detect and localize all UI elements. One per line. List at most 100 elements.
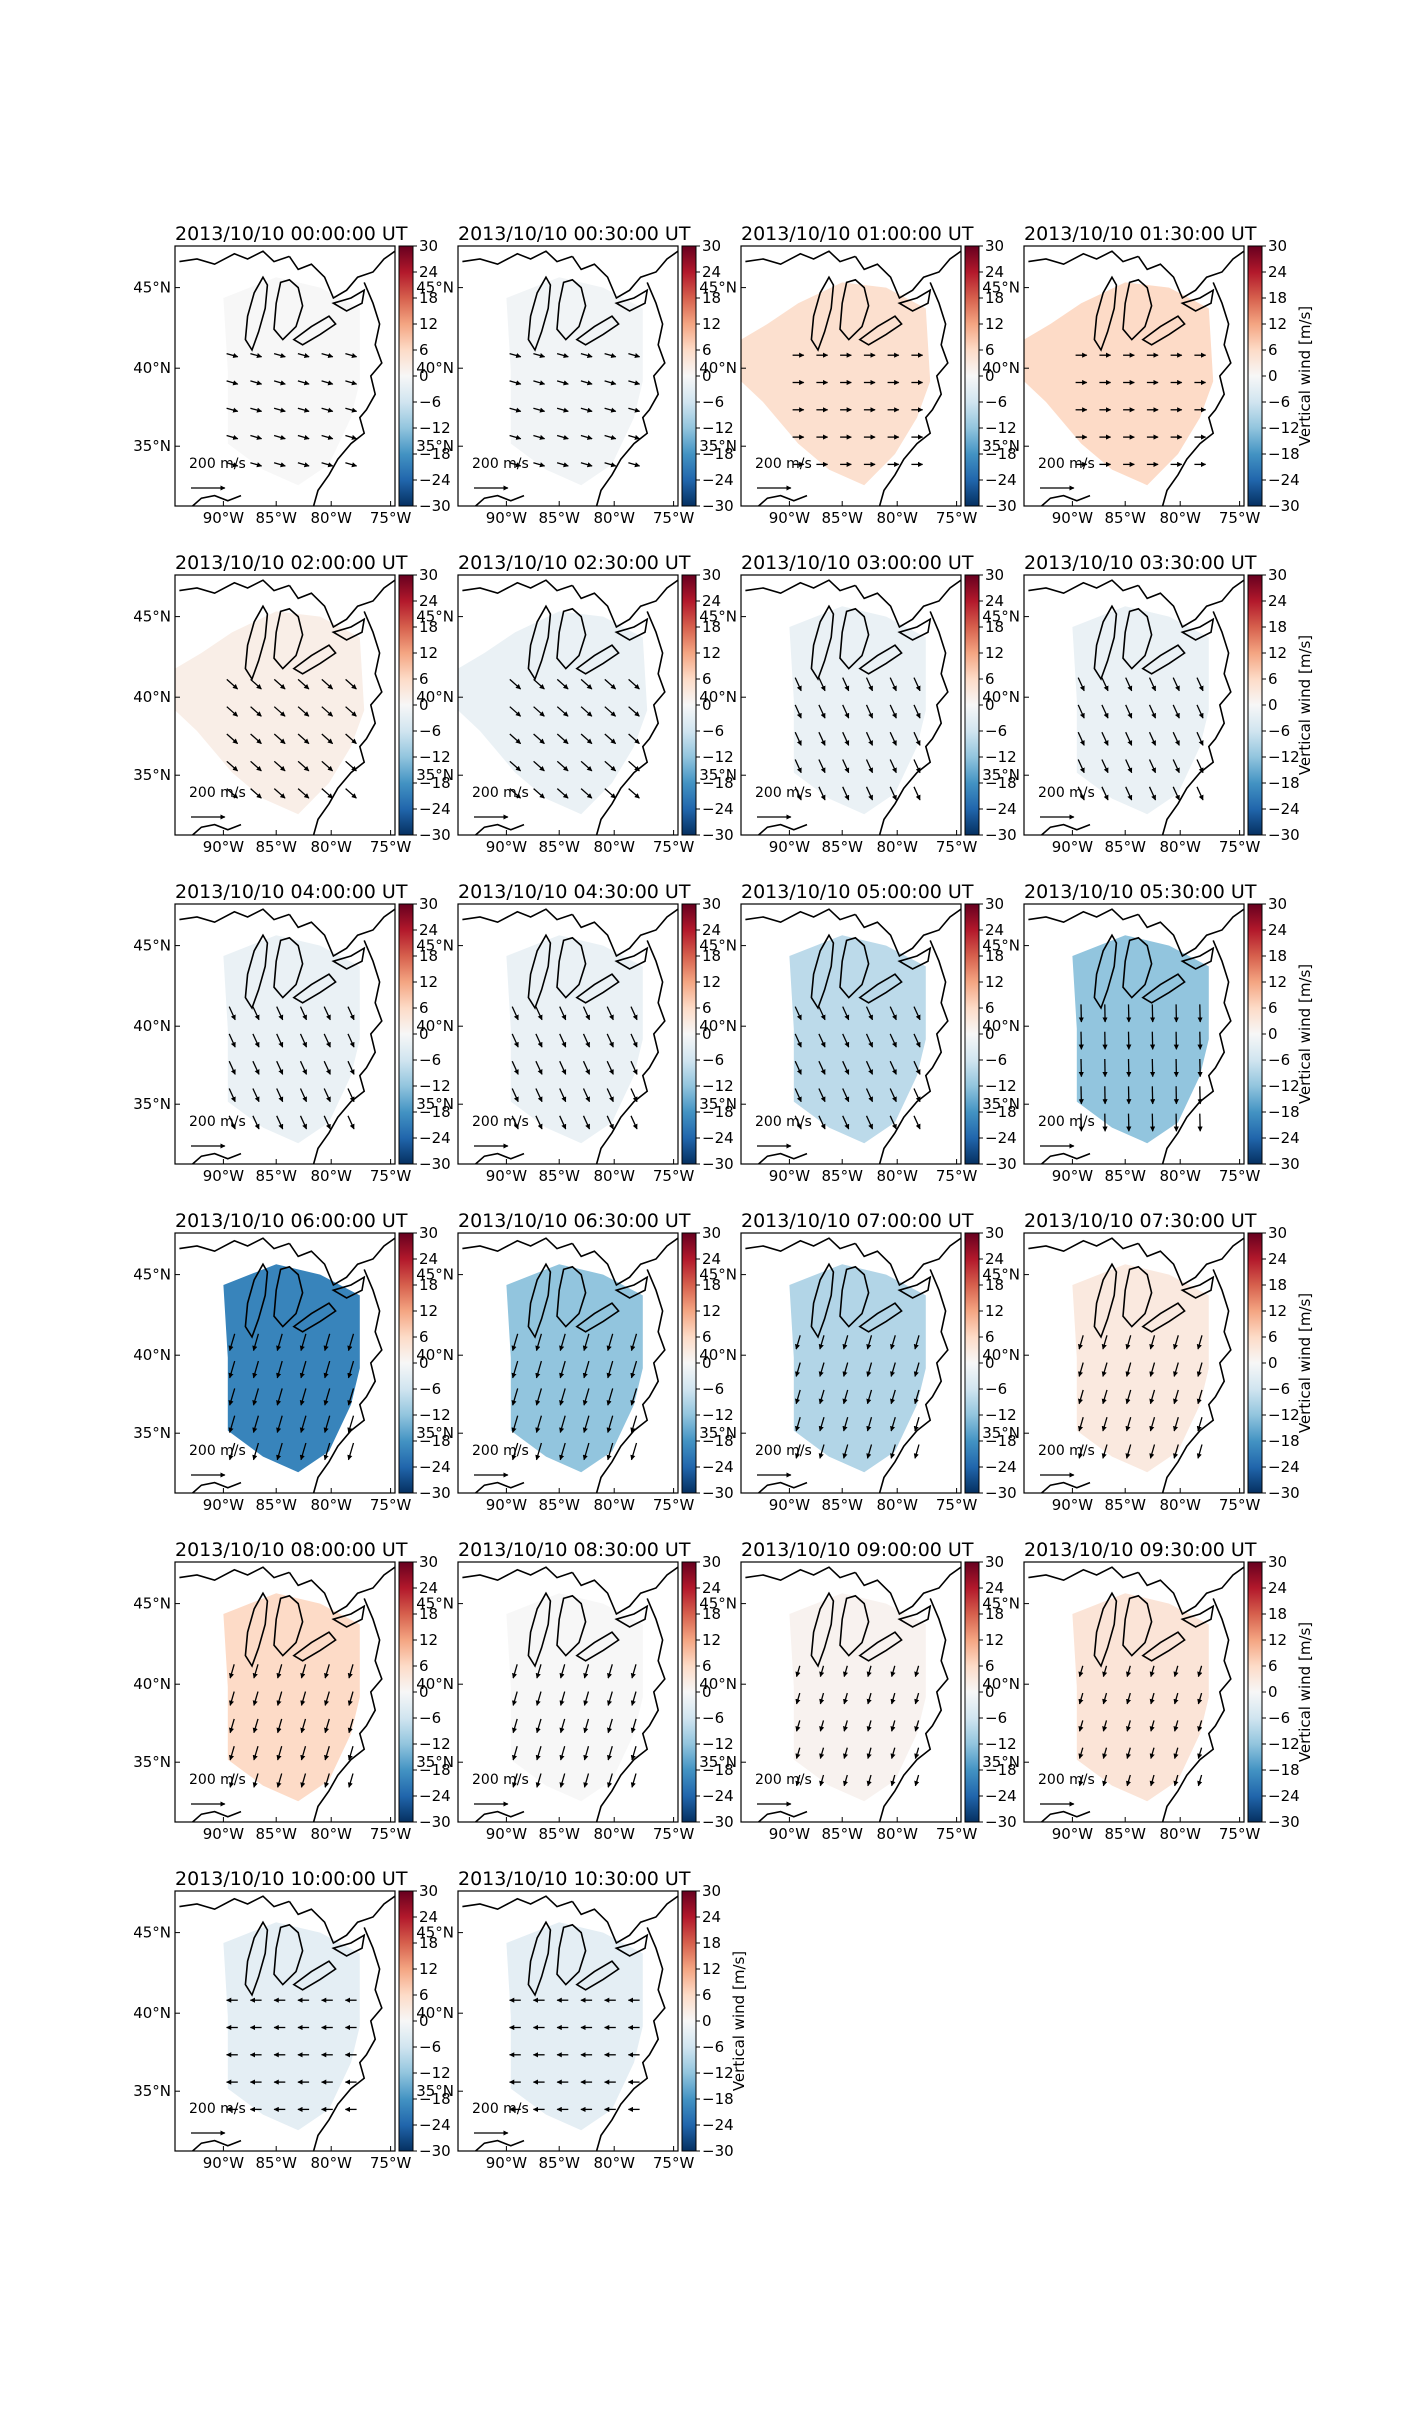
colorbar-tick-label: 30 (985, 1553, 1004, 1571)
wind-arrow (1148, 759, 1157, 774)
coastline (273, 1923, 304, 1986)
wind-arrow (1172, 759, 1180, 774)
wind-arrow (276, 1691, 283, 1706)
panel-title: 2013/10/10 07:30:00 UT (1024, 1210, 1257, 1232)
lat-tick-label: 40°N (982, 1017, 1020, 1035)
panel-title: 2013/10/10 03:00:00 UT (741, 552, 974, 574)
colorbar-tick-label: 0 (1268, 1025, 1278, 1043)
coastline (858, 973, 903, 1004)
wind-arrow (889, 1115, 897, 1130)
wind-arrow (606, 1360, 614, 1379)
coastline (312, 282, 383, 506)
colorbar-tick-label: −6 (702, 722, 724, 740)
coastline (758, 823, 808, 835)
wind-arrow (866, 1417, 873, 1432)
wind-arrow (890, 1389, 896, 1405)
wind-arrow (556, 407, 569, 413)
coastline (273, 278, 304, 341)
colorbar-tick-label: 24 (419, 263, 438, 281)
wind-arrow (865, 786, 874, 801)
map-panel: 2013/10/10 06:00:00 UT 200 m/s 90°W 85°W 80°… (133, 1210, 450, 1514)
colorbar-tick-label: 6 (702, 670, 712, 688)
wind-arrow (347, 1060, 355, 1075)
wind-arrow (228, 1060, 236, 1075)
wind-arrow (582, 1115, 591, 1130)
lat-tick-label: 45°N (982, 1266, 1020, 1284)
wind-arrow (1125, 1774, 1131, 1787)
colorbar-tick-label: −30 (985, 1484, 1017, 1502)
colorbar (1247, 903, 1263, 1165)
wind-arrow (1078, 1665, 1084, 1678)
wind-arrow (1148, 704, 1157, 719)
coastline (1093, 604, 1118, 681)
wind-arrow (583, 1718, 590, 1734)
wind-arrow (794, 786, 802, 801)
colorbar (398, 574, 414, 836)
colorbar-tick-label: −12 (985, 1406, 1017, 1424)
coastline (192, 494, 242, 506)
wind-arrow (866, 1692, 872, 1705)
wind-arrow (1078, 1389, 1084, 1405)
lon-tick-label: 80°W (1159, 1167, 1201, 1185)
wind-arrow (559, 1115, 567, 1130)
vertical-wind-shading (1024, 282, 1214, 486)
wind-arrow (250, 706, 262, 717)
colorbar-tick-label: 0 (702, 1354, 712, 1372)
lat-tick-label: 45°N (699, 1266, 737, 1284)
wind-arrow (866, 1444, 873, 1459)
wind-arrow (1149, 1417, 1156, 1432)
wind-arrow (324, 1691, 330, 1706)
lon-tick-label: 80°W (593, 509, 635, 527)
wind-arrow (628, 462, 641, 468)
wind-arrow (1196, 759, 1204, 774)
wind-arrow (1149, 1774, 1155, 1787)
wind-arrow (1101, 1417, 1108, 1432)
lat-tick-label: 35°N (133, 437, 171, 455)
map-frame (457, 1232, 679, 1494)
wind-arrow (630, 1033, 638, 1048)
colorbar-tick-label: 18 (419, 289, 438, 307)
wind-arrow (297, 380, 310, 386)
lon-tick-label: 80°W (593, 1496, 635, 1514)
wind-arrow (866, 1389, 873, 1405)
map-panel: 2013/10/10 09:30:00 UT 200 m/s 90°W 85°W 80°… (982, 1539, 1314, 1843)
wind-arrow (795, 1389, 801, 1405)
colorbar-tick-label: 0 (985, 1683, 995, 1701)
coastline (575, 1302, 620, 1333)
colorbar-tick-label: 0 (419, 696, 429, 714)
lon-tick-label: 85°W (1104, 838, 1146, 856)
wind-arrow (273, 380, 286, 386)
wind-arrow (819, 1665, 825, 1678)
lat-tick-label: 35°N (416, 437, 454, 455)
lat-tick-label: 45°N (982, 1595, 1020, 1613)
vertical-wind-shading (506, 1593, 643, 1802)
wind-arrow (1077, 677, 1085, 692)
wind-arrow (1148, 731, 1157, 746)
wind-arrow (1149, 1720, 1155, 1732)
wind-arrow (913, 731, 921, 746)
colorbar-tick-label: 24 (985, 921, 1004, 939)
vertical-wind-shading (506, 1922, 643, 2131)
wind-arrow (583, 1664, 590, 1679)
wind-arrow (559, 1360, 566, 1379)
colorbar (398, 1561, 414, 1823)
wind-arrow (606, 1442, 614, 1461)
wind-arrow (913, 759, 921, 774)
wind-arrow (1078, 1720, 1084, 1732)
wind-arrow (535, 1360, 543, 1379)
lon-tick-label: 90°W (769, 1496, 811, 1514)
wind-arrow (818, 1006, 826, 1021)
wind-arrow (509, 678, 522, 690)
wind-arrow (533, 352, 546, 359)
coastline (192, 1152, 242, 1164)
wind-arrow (889, 1033, 897, 1048)
wind-arrow (1078, 1692, 1084, 1705)
coastline (571, 1895, 678, 1945)
wind-arrow (347, 1415, 355, 1433)
coastline (179, 1895, 290, 1911)
wind-arrow (607, 1664, 613, 1679)
wind-arrow (842, 1692, 848, 1705)
colorbar-tick-label: −12 (1268, 1735, 1300, 1753)
wind-arrow (323, 1006, 331, 1021)
colorbar-tick-label: 30 (702, 237, 721, 255)
